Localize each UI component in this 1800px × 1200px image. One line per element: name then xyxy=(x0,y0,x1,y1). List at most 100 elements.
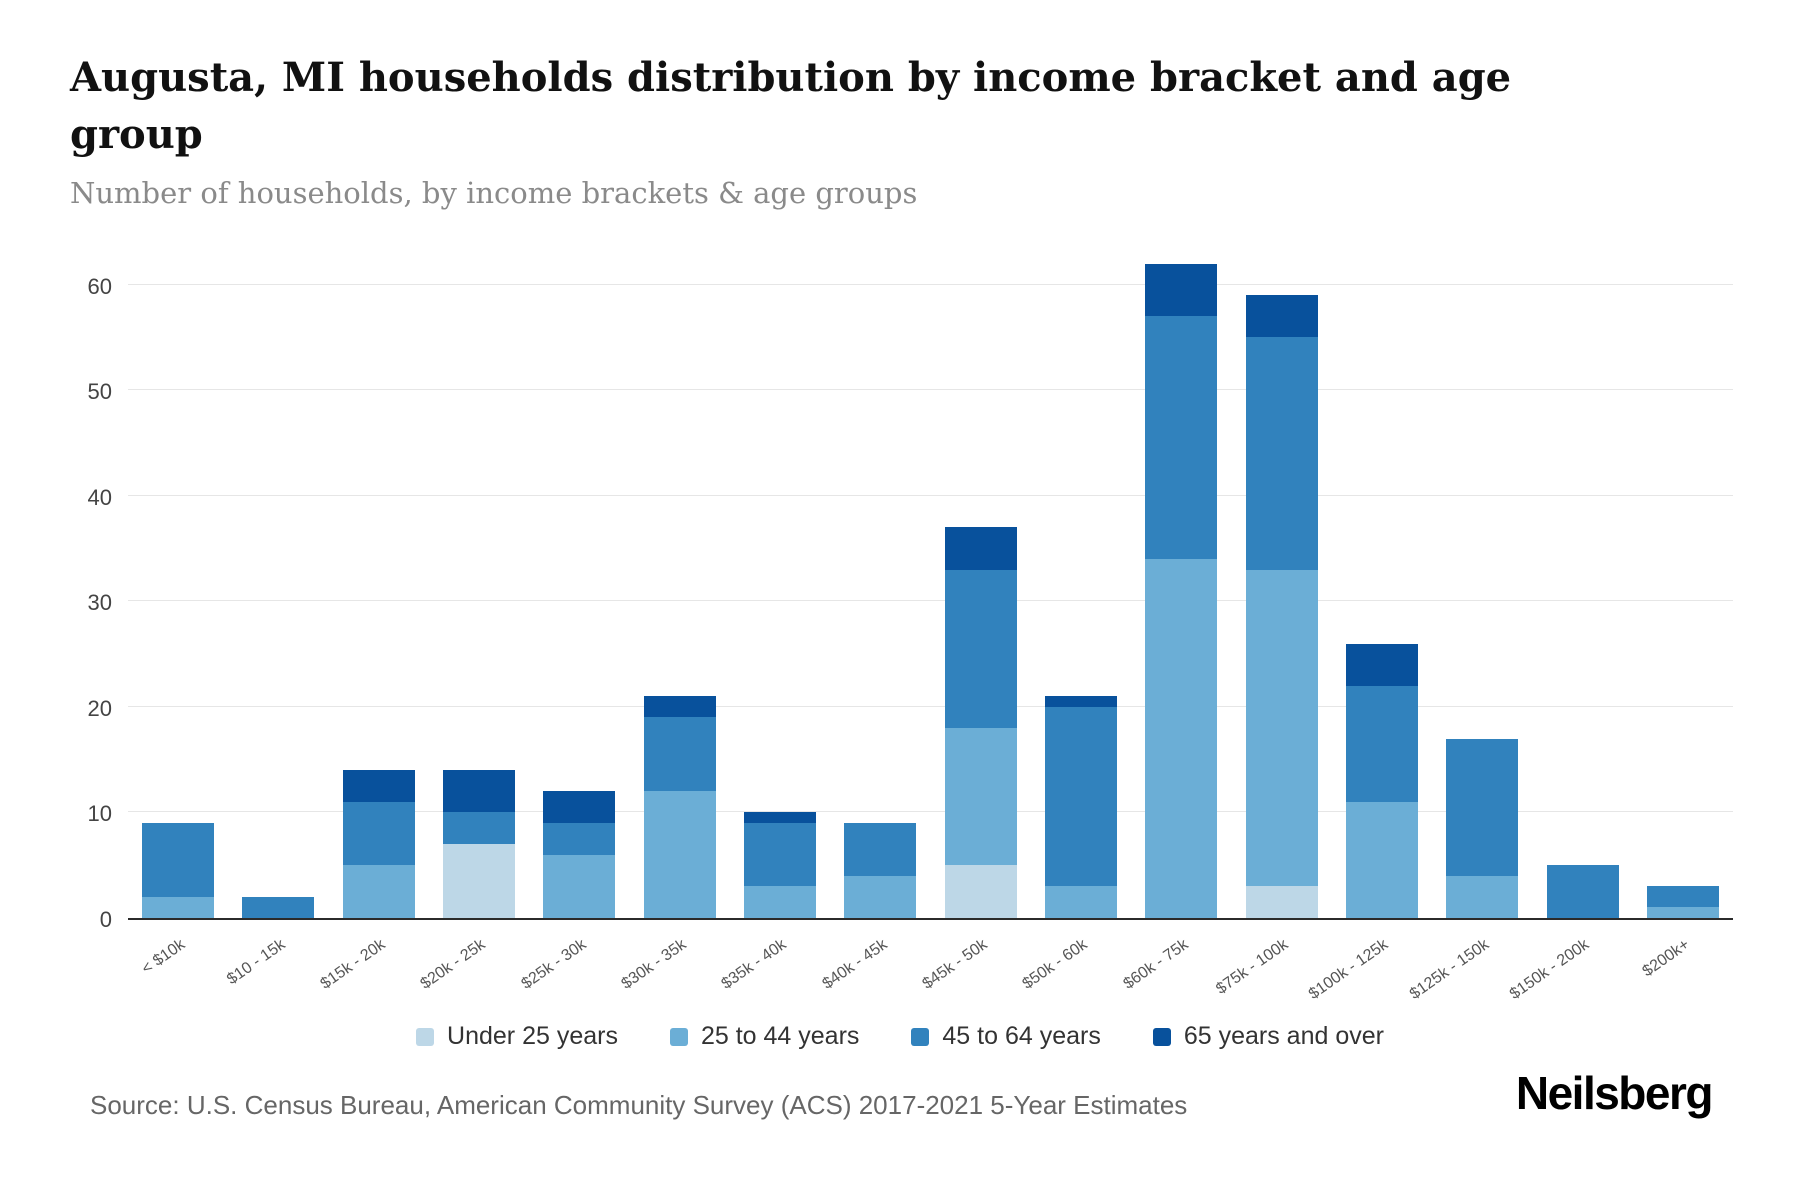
bar-segment[interactable] xyxy=(142,896,215,918)
legend-label: 25 to 44 years xyxy=(700,1022,860,1050)
bar-segment[interactable] xyxy=(443,812,516,845)
y-axis: 0 10 20 30 40 50 60 xyxy=(70,255,116,932)
legend-swatch-icon xyxy=(1152,1027,1171,1046)
stacked-bar[interactable] xyxy=(643,696,716,918)
bars-container xyxy=(128,255,1733,918)
legend-label: 65 years and over xyxy=(1183,1022,1384,1050)
x-axis-label: < $10k xyxy=(138,936,188,978)
bar-segment[interactable] xyxy=(443,770,516,813)
x-axis-label: $15k - 20k xyxy=(317,936,389,993)
gridline xyxy=(128,494,1733,496)
bar-segment[interactable] xyxy=(1345,685,1418,802)
x-axis-label: $40k - 45k xyxy=(819,936,891,993)
x-axis-label: $45k - 50k xyxy=(919,936,991,993)
bar-segment[interactable] xyxy=(1245,569,1318,887)
legend-swatch-icon xyxy=(416,1027,435,1046)
x-axis-label: $60k - 75k xyxy=(1120,936,1192,993)
stacked-bar[interactable] xyxy=(1345,643,1418,918)
stacked-bar[interactable] xyxy=(142,823,215,918)
y-tick-label: 60 xyxy=(87,273,112,299)
stacked-bar-chart: 0 10 20 30 40 50 60 < $10k $10 - 15k $15k - 20k $… xyxy=(70,255,1735,1003)
x-axis-label: $35k - 40k xyxy=(718,936,790,993)
bar-segment[interactable] xyxy=(844,823,917,876)
stacked-bar[interactable] xyxy=(1446,738,1519,918)
y-tick-label: 30 xyxy=(87,590,112,616)
bar-segment[interactable] xyxy=(944,728,1017,866)
legend-item[interactable]: 45 to 64 years xyxy=(911,1022,1101,1051)
bar-segment[interactable] xyxy=(1145,263,1218,317)
bar-segment[interactable] xyxy=(744,886,817,918)
bar-segment[interactable] xyxy=(643,717,716,792)
legend-swatch-icon xyxy=(911,1027,930,1046)
bar-segment[interactable] xyxy=(1345,643,1418,686)
bar-segment[interactable] xyxy=(1044,706,1117,887)
stacked-bar[interactable] xyxy=(242,896,315,918)
x-axis-label: $100k - 125k xyxy=(1306,936,1392,1003)
stacked-bar[interactable] xyxy=(1546,865,1619,918)
bar-segment[interactable] xyxy=(543,791,616,824)
x-axis-label: $75k - 100k xyxy=(1213,936,1292,998)
bar-segment[interactable] xyxy=(1245,337,1318,570)
y-tick-label: 0 xyxy=(99,907,112,932)
stacked-bar[interactable] xyxy=(1145,263,1218,918)
gridline xyxy=(128,705,1733,707)
y-tick-label: 50 xyxy=(87,379,112,405)
stacked-bar[interactable] xyxy=(944,527,1017,918)
stacked-bar[interactable] xyxy=(744,812,817,918)
stacked-bar[interactable] xyxy=(1245,295,1318,918)
page-title: Augusta, MI households distribution by i… xyxy=(70,54,1512,158)
bar-segment[interactable] xyxy=(1446,738,1519,876)
y-tick-label: 10 xyxy=(87,801,112,827)
bar-segment[interactable] xyxy=(1646,907,1719,918)
stacked-bar[interactable] xyxy=(1044,696,1117,918)
neilsberg-logo: Neilsberg xyxy=(1515,1067,1714,1119)
x-axis-label: $25k - 30k xyxy=(518,936,590,993)
legend-swatch-icon xyxy=(669,1027,688,1046)
bar-segment[interactable] xyxy=(643,791,716,918)
bar-segment[interactable] xyxy=(1646,886,1719,908)
bar-segment[interactable] xyxy=(944,569,1017,729)
stacked-bar[interactable] xyxy=(1646,886,1719,918)
chart-legend: Under 25 years 25 to 44 years 45 to 64 yea… xyxy=(0,1022,1800,1051)
bar-segment[interactable] xyxy=(543,823,616,855)
bar-segment[interactable] xyxy=(643,696,716,718)
bar-segment[interactable] xyxy=(944,527,1017,570)
x-axis-label: $50k - 60k xyxy=(1019,936,1091,993)
stacked-bar[interactable] xyxy=(844,823,917,918)
stacked-bar[interactable] xyxy=(443,770,516,918)
bar-segment[interactable] xyxy=(1546,865,1619,918)
bar-segment[interactable] xyxy=(1245,886,1318,918)
bar-segment[interactable] xyxy=(342,770,415,802)
bar-segment[interactable] xyxy=(142,823,215,897)
bar-segment[interactable] xyxy=(944,865,1017,918)
bar-segment[interactable] xyxy=(1245,295,1318,338)
x-axis-label: $150k - 200k xyxy=(1506,936,1593,1003)
bar-segment[interactable] xyxy=(342,865,415,918)
bar-segment[interactable] xyxy=(1044,696,1117,707)
stacked-bar[interactable] xyxy=(342,770,415,918)
x-axis-label: $10 - 15k xyxy=(223,936,289,989)
bar-segment[interactable] xyxy=(1345,801,1418,918)
bar-segment[interactable] xyxy=(744,812,817,824)
bar-segment[interactable] xyxy=(242,896,315,918)
x-axis-label: $20k - 25k xyxy=(417,936,489,993)
bar-segment[interactable] xyxy=(443,844,516,918)
legend-item[interactable]: 65 years and over xyxy=(1152,1022,1384,1051)
bar-segment[interactable] xyxy=(1044,886,1117,918)
bar-segment[interactable] xyxy=(342,801,415,866)
y-tick-label: 40 xyxy=(87,484,112,510)
bar-segment[interactable] xyxy=(1446,875,1519,918)
bar-segment[interactable] xyxy=(844,875,917,918)
source-text: Source: U.S. Census Bureau, American Com… xyxy=(90,1090,1188,1120)
bar-segment[interactable] xyxy=(1145,316,1218,560)
legend-item[interactable]: 25 to 44 years xyxy=(669,1022,860,1051)
chart-subtitle: Number of households, by income brackets… xyxy=(70,176,918,210)
bar-segment[interactable] xyxy=(1145,559,1218,918)
bar-segment[interactable] xyxy=(744,823,817,887)
x-axis: < $10k $10 - 15k $15k - 20k $20k - 25k $25k … xyxy=(128,926,1733,1003)
legend-item[interactable]: Under 25 years xyxy=(416,1022,618,1051)
gridline xyxy=(128,283,1733,285)
x-axis-label: $125k - 150k xyxy=(1406,936,1492,1003)
bar-segment[interactable] xyxy=(543,854,616,918)
stacked-bar[interactable] xyxy=(543,791,616,918)
